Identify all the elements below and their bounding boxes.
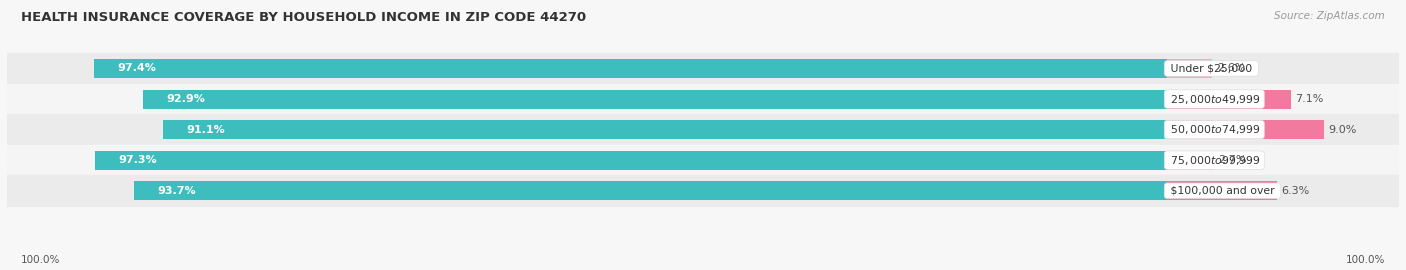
Text: $100,000 and over: $100,000 and over: [1167, 186, 1278, 196]
Bar: [7, 114, 1399, 145]
Text: 9.0%: 9.0%: [1329, 124, 1357, 135]
Text: 93.7%: 93.7%: [157, 186, 197, 196]
Bar: [7, 84, 1399, 114]
Bar: [163, 120, 1167, 139]
Text: Under $25,000: Under $25,000: [1167, 63, 1256, 73]
Text: 7.1%: 7.1%: [1295, 94, 1323, 104]
Bar: [143, 90, 1167, 109]
Bar: [1167, 90, 1291, 109]
Bar: [135, 181, 1167, 200]
Bar: [94, 151, 1167, 170]
Text: 97.3%: 97.3%: [118, 155, 156, 165]
Text: $25,000 to $49,999: $25,000 to $49,999: [1167, 93, 1261, 106]
Bar: [94, 59, 1167, 78]
Text: 100.0%: 100.0%: [1346, 255, 1385, 265]
Bar: [1167, 120, 1323, 139]
Text: 91.1%: 91.1%: [187, 124, 225, 135]
Bar: [1167, 59, 1212, 78]
Bar: [7, 176, 1399, 206]
Text: $50,000 to $74,999: $50,000 to $74,999: [1167, 123, 1261, 136]
Text: 2.7%: 2.7%: [1219, 155, 1247, 165]
Bar: [1167, 181, 1277, 200]
Text: 2.6%: 2.6%: [1216, 63, 1246, 73]
Text: 92.9%: 92.9%: [166, 94, 205, 104]
Text: $75,000 to $99,999: $75,000 to $99,999: [1167, 154, 1261, 167]
Bar: [7, 53, 1399, 84]
Bar: [1167, 151, 1213, 170]
Text: HEALTH INSURANCE COVERAGE BY HOUSEHOLD INCOME IN ZIP CODE 44270: HEALTH INSURANCE COVERAGE BY HOUSEHOLD I…: [21, 11, 586, 24]
Bar: [7, 145, 1399, 176]
Text: 97.4%: 97.4%: [117, 63, 156, 73]
Text: 100.0%: 100.0%: [21, 255, 60, 265]
Text: 6.3%: 6.3%: [1281, 186, 1309, 196]
Text: Source: ZipAtlas.com: Source: ZipAtlas.com: [1274, 11, 1385, 21]
